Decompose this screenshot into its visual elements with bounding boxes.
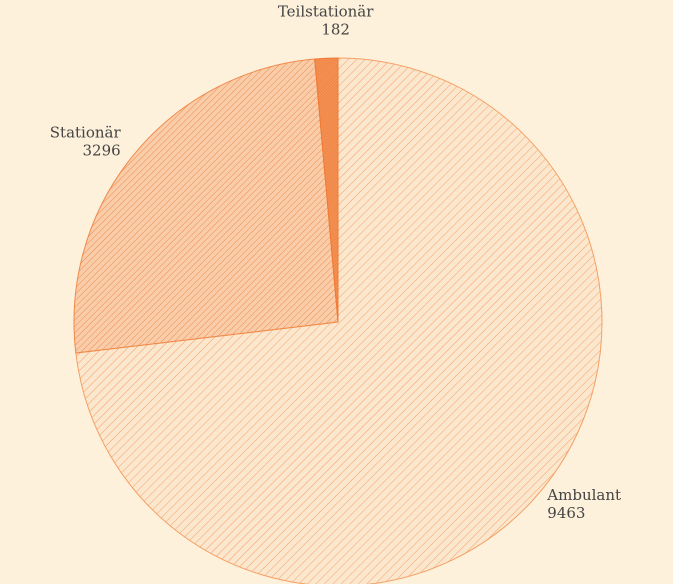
slice-value: 3296: [82, 141, 120, 159]
slice-value: 182: [321, 20, 350, 38]
slice-value: 9463: [547, 504, 585, 522]
pie-slice: [73, 58, 339, 354]
pie-slice: [75, 57, 603, 584]
slice-label: Ambulant: [546, 486, 621, 504]
pie-slice: [314, 57, 339, 323]
slice-label: Teilstationär: [278, 2, 374, 20]
slice-label: Stationär: [50, 123, 122, 141]
